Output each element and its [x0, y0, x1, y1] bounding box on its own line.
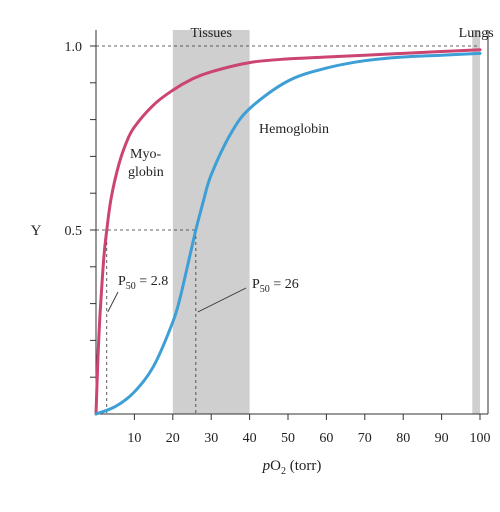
curves [94, 48, 482, 416]
x-tick-label: 60 [319, 431, 333, 446]
region-lungs [472, 30, 480, 414]
x-tick-label: 10 [127, 431, 141, 446]
x-tick-label: 100 [470, 431, 491, 446]
shaded-regions [172, 30, 480, 414]
x-tick-label: 90 [435, 431, 449, 446]
region-label-lungs: Lungs [459, 26, 494, 41]
x-axis-title: pO2 (torr) [262, 458, 322, 477]
region-label-tissues: Tissues [190, 26, 232, 41]
p50-guide-lines [96, 45, 480, 414]
label-hemoglobin: Hemoglobin [259, 122, 329, 137]
y-axis-title: Y [31, 223, 42, 239]
label-myoglobin-line2: globin [128, 165, 164, 180]
region-tissues [172, 30, 250, 414]
leader-p50-hemoglobin [197, 287, 247, 313]
x-tick-label: 20 [166, 431, 180, 446]
x-tick-label: 80 [396, 431, 410, 446]
y-tick-label: 0.5 [65, 224, 83, 239]
label-p50-myoglobin: P50 = 2.8 [118, 274, 168, 292]
axes [90, 30, 489, 420]
x-tick-label: 30 [204, 431, 218, 446]
leader-p50-myoglobin [107, 291, 119, 313]
label-p50-hemoglobin: P50 = 26 [252, 277, 299, 295]
x-tick-label: 40 [243, 431, 257, 446]
x-tick-label: 50 [281, 431, 295, 446]
chart-labels: Tissues Lungs 10 20 30 40 50 60 70 80 90 100 0.5 1.0 Y… [31, 26, 494, 477]
x-tick-label: 70 [358, 431, 372, 446]
curve-myoglobin [94, 48, 482, 416]
curve-hemoglobin [94, 51, 482, 416]
label-myoglobin: Myo- [130, 147, 161, 162]
y-tick-label: 1.0 [65, 40, 83, 55]
